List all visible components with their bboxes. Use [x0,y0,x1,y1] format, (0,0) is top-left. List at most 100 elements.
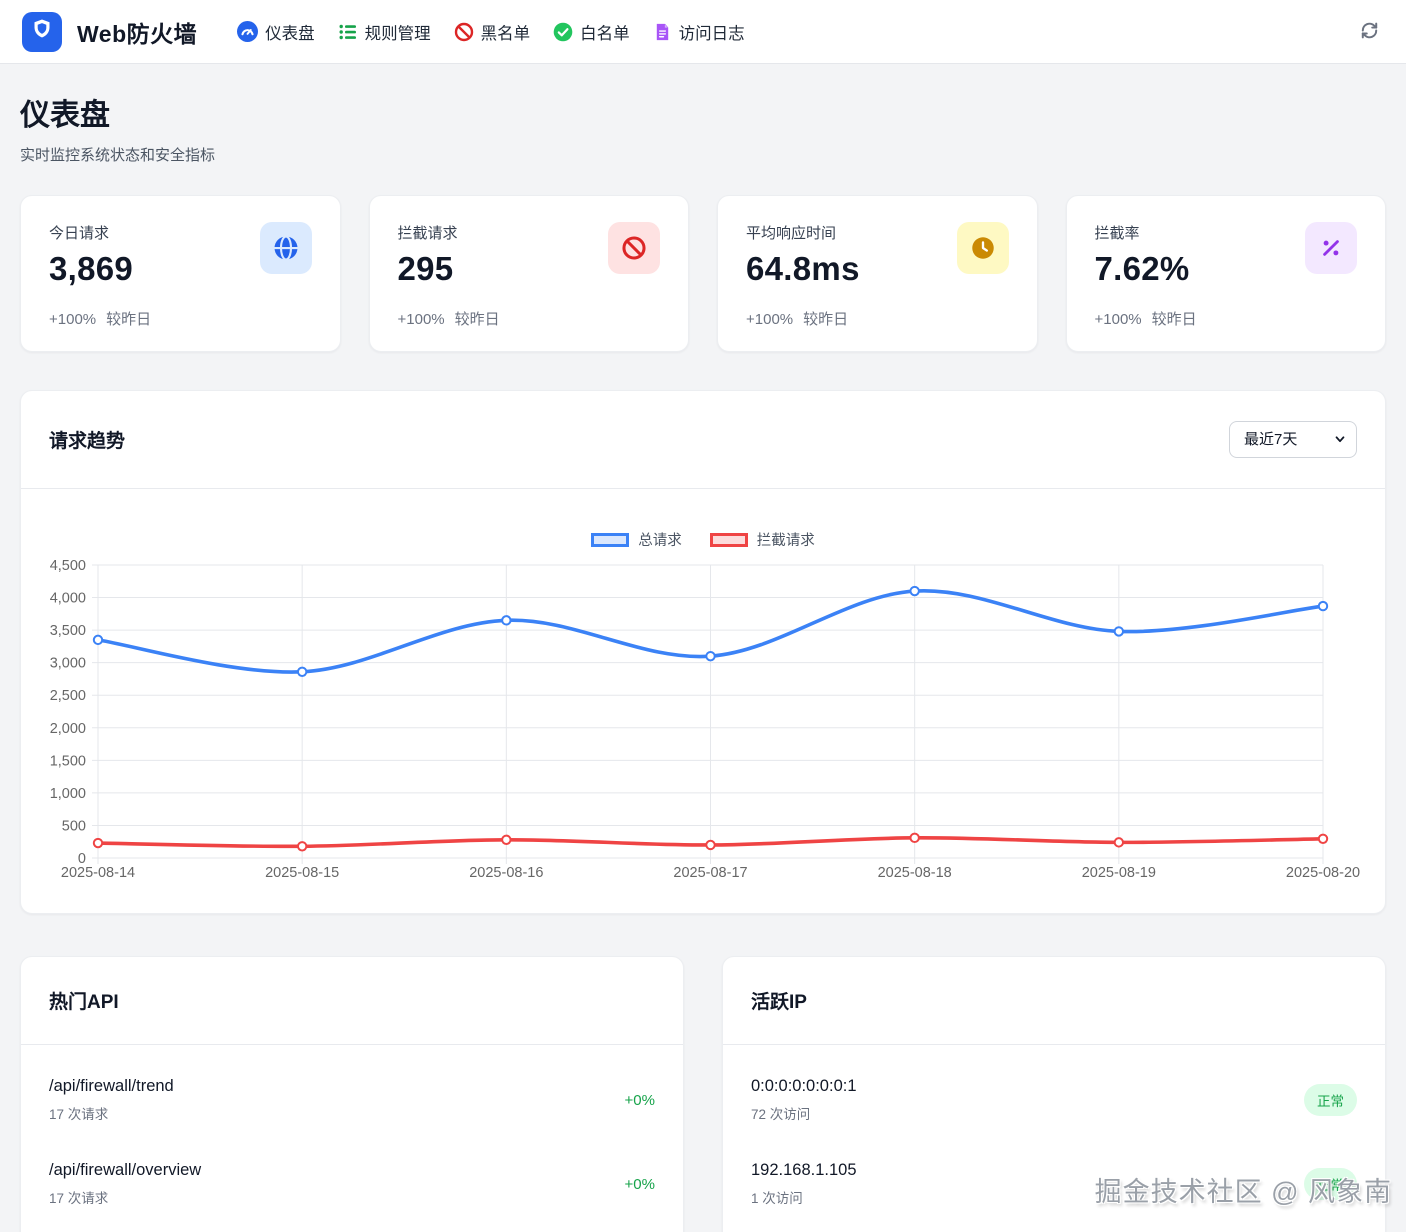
hot-api-title: 热门API [49,992,119,1013]
ip-address: 0:0:0:0:0:0:0:1 [751,1077,857,1095]
shield-icon [30,17,54,46]
legend-label-blocked: 拦截请求 [756,533,815,549]
logs-icon [653,22,672,42]
svg-text:0: 0 [78,851,86,867]
main-nav: 仪表盘 规则管理 黑名单 [237,20,745,44]
nav-label: 规则管理 [364,24,431,43]
ip-visit-count: 72 次访问 [751,1107,811,1122]
svg-text:2,500: 2,500 [50,688,86,704]
stat-change: +100% [746,311,794,328]
trend-range-select[interactable]: 最近7天 [1229,421,1357,458]
chart-legend: 总请求 拦截请求 [21,529,1385,550]
svg-text:500: 500 [62,818,86,834]
percent-icon [1305,222,1357,274]
rules-icon [338,22,358,42]
nav-label: 黑名单 [480,24,531,43]
stat-change: +100% [397,311,445,328]
active-ip-title: 活跃IP [751,992,807,1013]
blacklist-icon [454,22,474,42]
legend-item-blocked[interactable]: 拦截请求 [709,529,815,550]
nav-label: 仪表盘 [265,24,315,43]
dashboard-icon [237,21,259,42]
trend-chart-area: 总请求 拦截请求 0 500 1,000 1,500 2,000 2,500 3,000 3,… [21,489,1385,913]
api-change: +0% [624,1175,655,1193]
legend-item-total[interactable]: 总请求 [591,529,682,550]
svg-text:2025-08-17: 2025-08-17 [673,865,747,881]
svg-text:2025-08-15: 2025-08-15 [265,865,339,881]
range-select-wrap: 最近7天 [1229,421,1357,458]
stat-value: 64.8ms [746,250,860,287]
app-title: Web防火墙 [77,20,198,47]
api-list-item[interactable]: /api/firewall/trend 17 次请求 +0% [49,1053,655,1137]
refresh-button[interactable] [1355,16,1384,48]
api-request-count: 17 次请求 [49,1191,109,1206]
refresh-icon [1359,20,1380,44]
trend-card: 请求趋势 最近7天 总请求 拦截请求 [20,390,1386,914]
stat-value: 7.62% [1094,250,1190,287]
svg-text:4,000: 4,000 [50,591,86,607]
stat-label: 拦截请求 [397,225,458,242]
stat-card-block-rate: 拦截率 7.62% +100% 较昨日 [1065,195,1386,352]
api-path: /api/firewall/overview [49,1161,202,1179]
legend-label-total: 总请求 [638,533,682,549]
stat-compare: 较昨日 [803,311,849,328]
app-logo[interactable] [22,11,62,52]
svg-text:2,000: 2,000 [50,721,86,737]
legend-swatch-blocked [709,532,748,547]
api-list-item[interactable]: /api/firewall/overview 17 次请求 +0% [49,1137,655,1221]
trend-chart-svg[interactable]: 0 500 1,000 1,500 2,000 2,500 3,000 3,500 4,000 4… [21,555,1385,905]
block-icon [608,222,660,274]
svg-text:3,000: 3,000 [50,656,86,672]
ip-list-item[interactable]: 192.168.1.105 1 次访问 正常 [751,1137,1357,1221]
svg-text:2025-08-18: 2025-08-18 [878,865,952,881]
globe-icon [259,222,312,274]
api-path: /api/firewall/trend [49,1077,174,1095]
svg-text:2025-08-19: 2025-08-19 [1082,865,1156,881]
stat-label: 今日请求 [49,225,110,242]
svg-text:1,500: 1,500 [50,753,86,769]
active-ip-card: 活跃IP 0:0:0:0:0:0:0:1 72 次访问 正常 192.168.1… [722,956,1386,1232]
ip-list-item[interactable]: 0:0:0:0:0:0:0:1 72 次访问 正常 [751,1053,1357,1137]
stat-value: 3,869 [49,250,134,287]
stat-change: +100% [1094,311,1142,328]
ip-address: 192.168.1.105 [751,1161,857,1179]
stat-compare: 较昨日 [106,311,152,328]
stat-card-avg-response: 平均响应时间 64.8ms +100% 较昨日 [717,195,1038,352]
svg-text:4,500: 4,500 [50,558,86,574]
main-content: 仪表盘 实时监控系统状态和安全指标 今日请求 3,869 +100% 较昨日 [0,64,1406,1232]
stat-compare: 较昨日 [1151,311,1197,328]
status-badge: 正常 [1304,1168,1357,1200]
nav-item-logs[interactable]: 访问日志 [653,20,745,44]
api-request-count: 17 次请求 [49,1107,109,1122]
svg-text:2025-08-16: 2025-08-16 [469,865,543,881]
hot-api-card: 热门API /api/firewall/trend 17 次请求 +0% /ap… [20,956,684,1232]
stat-card-today-requests: 今日请求 3,869 +100% 较昨日 [20,195,341,352]
svg-text:3,500: 3,500 [50,623,86,639]
nav-label: 访问日志 [678,24,745,43]
page-subtitle: 实时监控系统状态和安全指标 [20,147,216,164]
clock-icon [956,222,1009,274]
svg-text:2025-08-20: 2025-08-20 [1286,865,1360,881]
stat-value: 295 [397,250,454,287]
ip-visit-count: 1 次访问 [751,1191,803,1206]
navbar: Web防火墙 仪表盘 规则管理 [0,0,1406,64]
stat-label: 平均响应时间 [746,225,837,242]
stats-row: 今日请求 3,869 +100% 较昨日 拦截请求 2 [20,195,1386,352]
page-title: 仪表盘 [20,99,110,132]
stat-label: 拦截率 [1094,225,1140,242]
nav-item-blacklist[interactable]: 黑名单 [454,20,531,44]
bottom-grid: 热门API /api/firewall/trend 17 次请求 +0% /ap… [20,956,1386,1232]
api-change: +0% [624,1091,655,1109]
whitelist-icon [553,22,573,42]
nav-item-whitelist[interactable]: 白名单 [553,20,630,44]
stat-change: +100% [49,311,97,328]
nav-item-dashboard[interactable]: 仪表盘 [237,20,315,44]
trend-title: 请求趋势 [49,431,126,452]
nav-label: 白名单 [580,24,630,43]
nav-item-rules[interactable]: 规则管理 [338,20,431,44]
legend-swatch-total [591,532,630,547]
svg-text:2025-08-14: 2025-08-14 [61,865,135,881]
status-badge: 正常 [1304,1084,1357,1116]
stat-card-blocked-requests: 拦截请求 295 +100% 较昨日 [368,195,689,352]
svg-text:1,000: 1,000 [50,786,86,802]
